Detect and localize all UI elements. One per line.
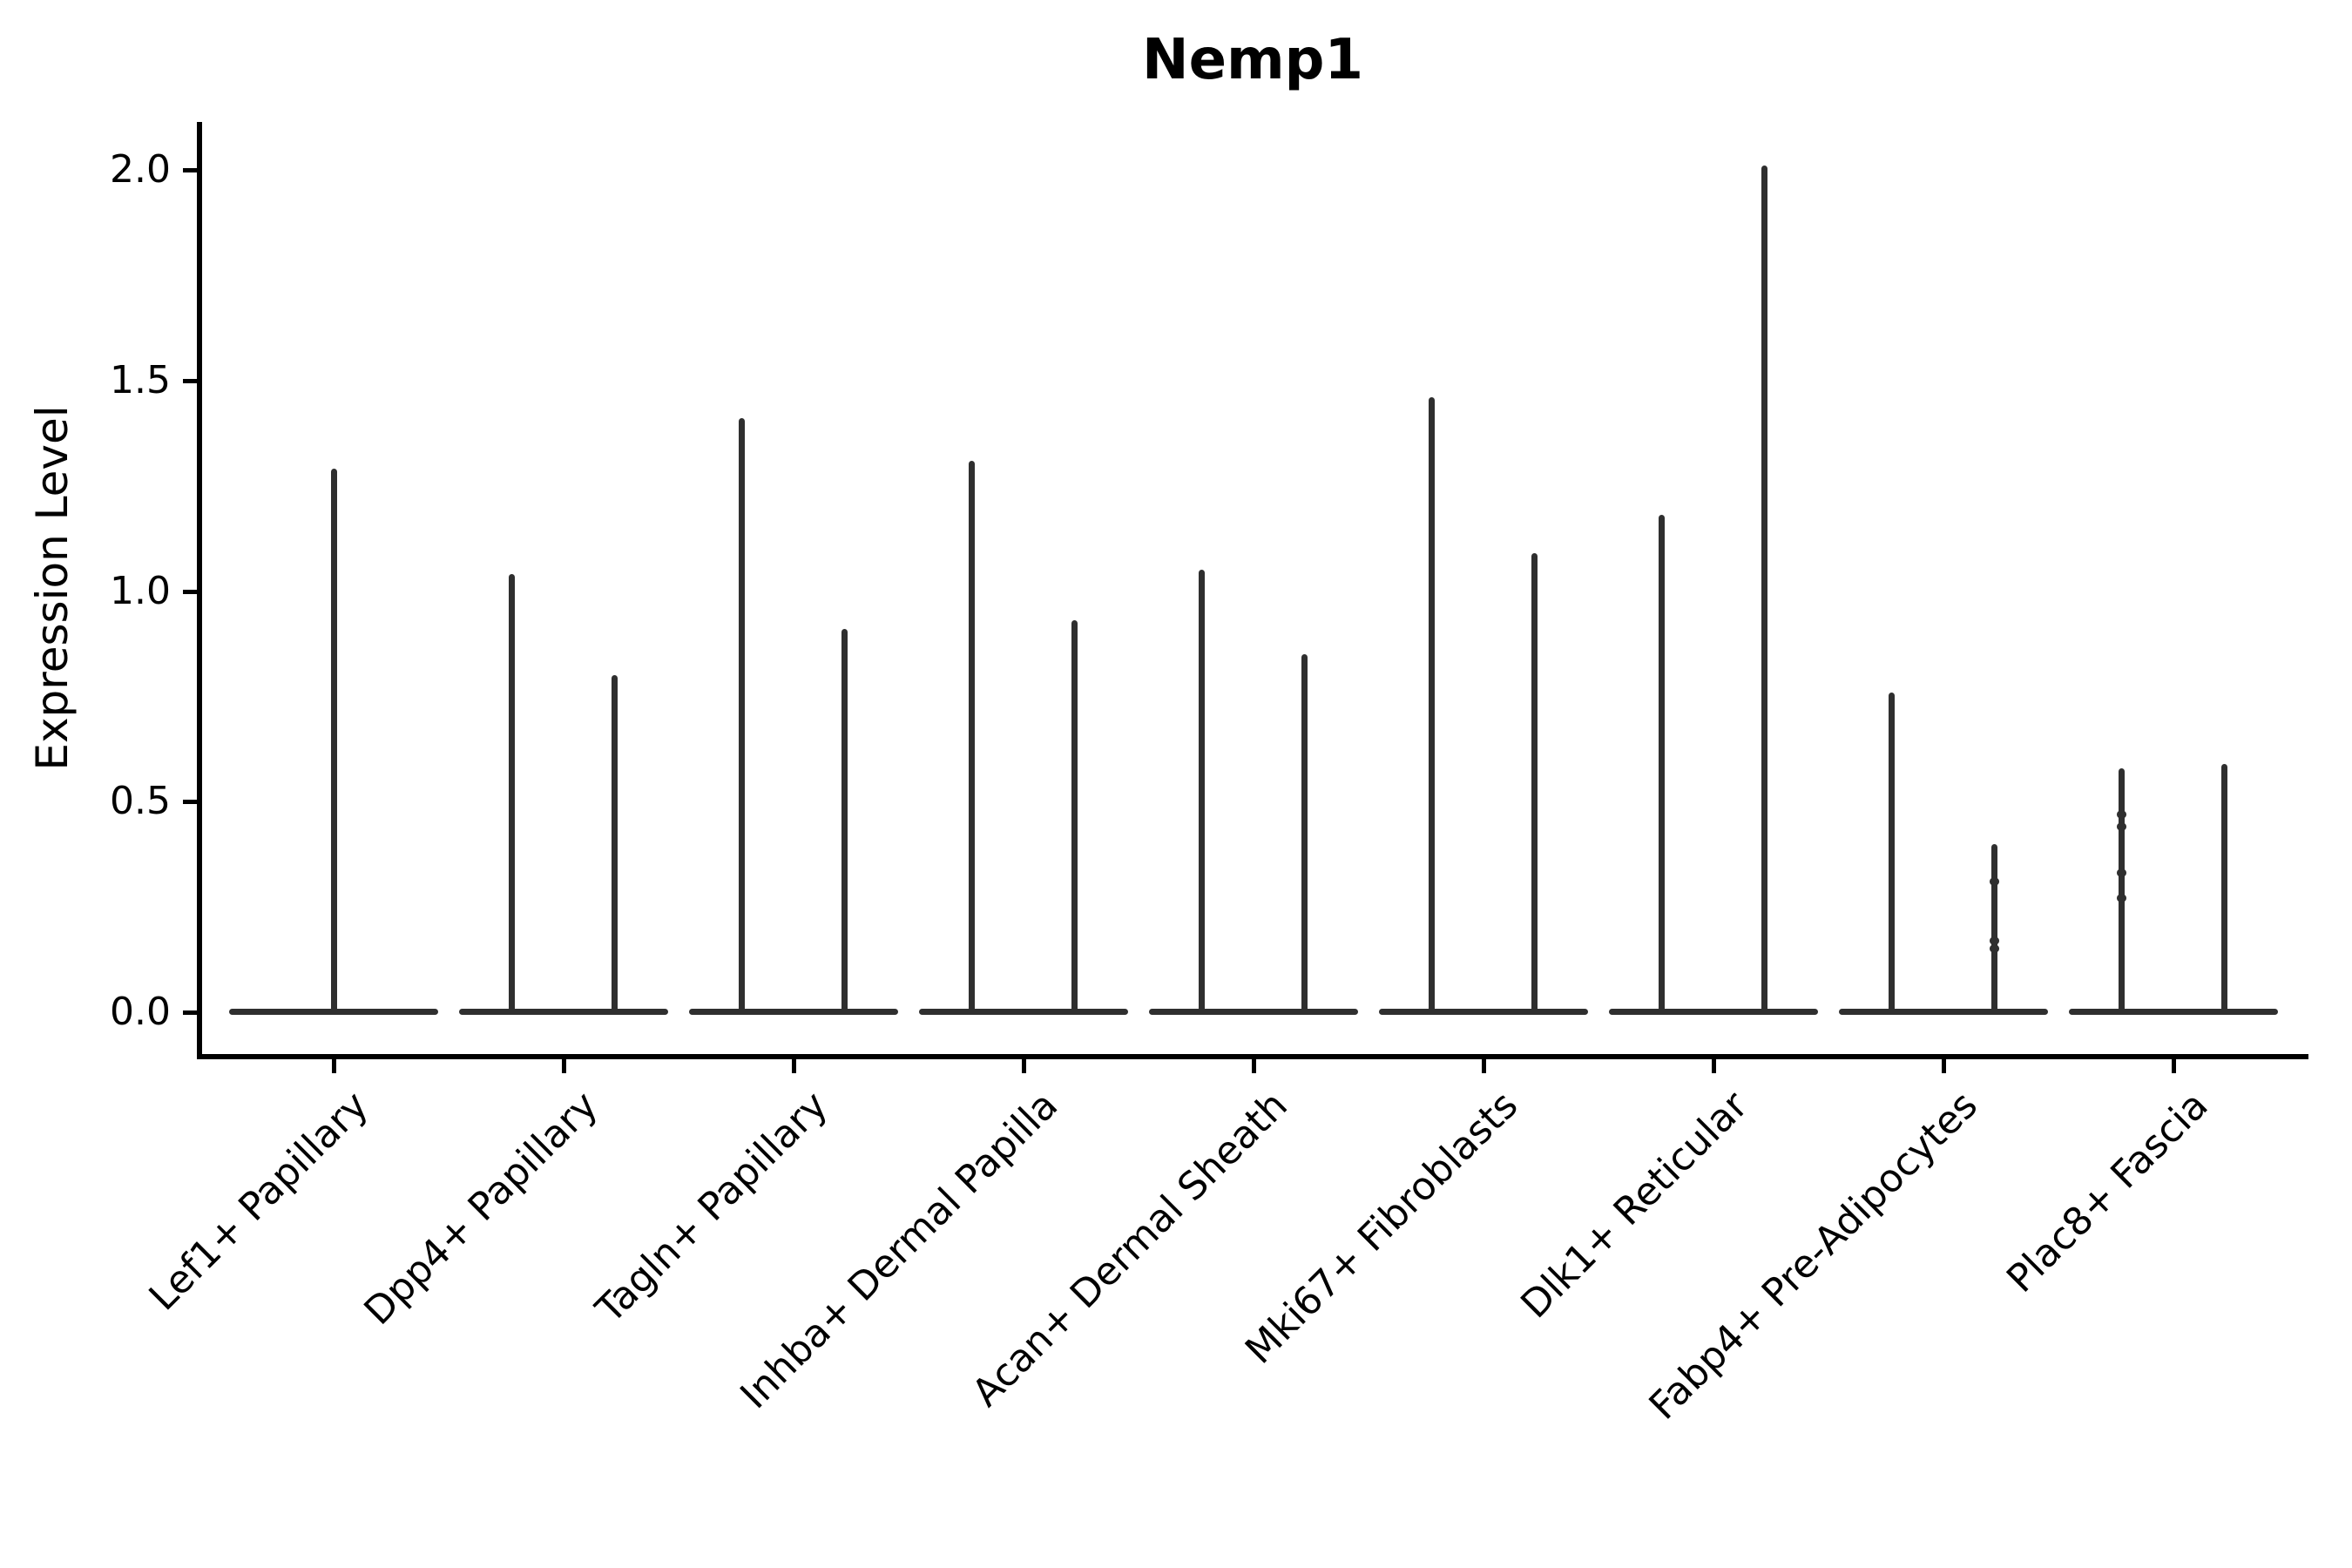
outlier-dot bbox=[2116, 894, 2126, 903]
y-tick-label: 1.0 bbox=[110, 568, 171, 613]
violin-spike bbox=[2118, 767, 2125, 1015]
outlier-dot bbox=[1989, 936, 1999, 945]
violin-baseline bbox=[1839, 1009, 2048, 1015]
y-tick bbox=[183, 168, 197, 172]
x-tick bbox=[2172, 1059, 2176, 1073]
violin-baseline bbox=[919, 1009, 1128, 1015]
x-tick bbox=[1022, 1059, 1026, 1073]
y-tick-label: 0.0 bbox=[110, 990, 171, 1034]
outlier-dot bbox=[1989, 944, 1999, 954]
violin-spike bbox=[2220, 763, 2227, 1015]
violin-spike bbox=[508, 574, 515, 1015]
outlier-dot bbox=[2116, 868, 2126, 878]
violin-spike bbox=[738, 418, 745, 1015]
violin-spike bbox=[841, 629, 848, 1015]
y-tick-label: 0.5 bbox=[110, 779, 171, 824]
violin-baseline bbox=[2069, 1009, 2278, 1015]
x-category-label: Tagln+ Papillary bbox=[587, 1083, 837, 1332]
x-tick bbox=[1712, 1059, 1716, 1073]
y-tick-label: 1.5 bbox=[110, 357, 171, 402]
violin-spike bbox=[1531, 552, 1538, 1015]
x-category-label: Lef1+ Papillary bbox=[140, 1083, 377, 1320]
x-tick bbox=[562, 1059, 566, 1073]
y-tick bbox=[183, 1010, 197, 1015]
x-category-label: Dlk1+ Reticular bbox=[1512, 1083, 1757, 1328]
violin-spike bbox=[1658, 515, 1665, 1015]
violin-spike bbox=[1198, 570, 1205, 1015]
violin-spike bbox=[1761, 166, 1767, 1015]
y-tick bbox=[183, 800, 197, 805]
outlier-dot bbox=[1989, 877, 1999, 887]
x-tick bbox=[792, 1059, 796, 1073]
x-category-label: Plac8+ Fascia bbox=[1997, 1083, 2217, 1301]
y-tick bbox=[183, 589, 197, 594]
x-tick bbox=[332, 1059, 336, 1073]
violin-spike bbox=[1071, 620, 1078, 1015]
violin-baseline bbox=[689, 1009, 898, 1015]
violin-spike bbox=[1888, 692, 1895, 1015]
y-tick bbox=[183, 378, 197, 383]
violin-spike bbox=[1301, 654, 1308, 1015]
violin-spike bbox=[1990, 843, 1997, 1015]
violin-baseline bbox=[1609, 1009, 1818, 1015]
violin-spike bbox=[1428, 397, 1435, 1015]
violin-baseline bbox=[459, 1009, 668, 1015]
y-axis-spine bbox=[197, 122, 202, 1059]
violin-spike bbox=[330, 469, 337, 1015]
x-tick bbox=[1482, 1059, 1486, 1073]
violin-spike bbox=[968, 460, 975, 1015]
violin-spike bbox=[611, 675, 618, 1015]
outlier-dot bbox=[2116, 809, 2126, 819]
violin-baseline bbox=[1149, 1009, 1358, 1015]
violin-baseline bbox=[1379, 1009, 1588, 1015]
outlier-dot bbox=[2116, 822, 2126, 832]
y-tick-label: 2.0 bbox=[110, 147, 171, 192]
x-tick bbox=[1942, 1059, 1946, 1073]
x-category-label: Dpp4+ Papillary bbox=[355, 1083, 607, 1334]
chart-title: Nemp1 bbox=[1142, 28, 1363, 92]
x-tick bbox=[1252, 1059, 1256, 1073]
x-axis-spine bbox=[197, 1054, 2308, 1059]
